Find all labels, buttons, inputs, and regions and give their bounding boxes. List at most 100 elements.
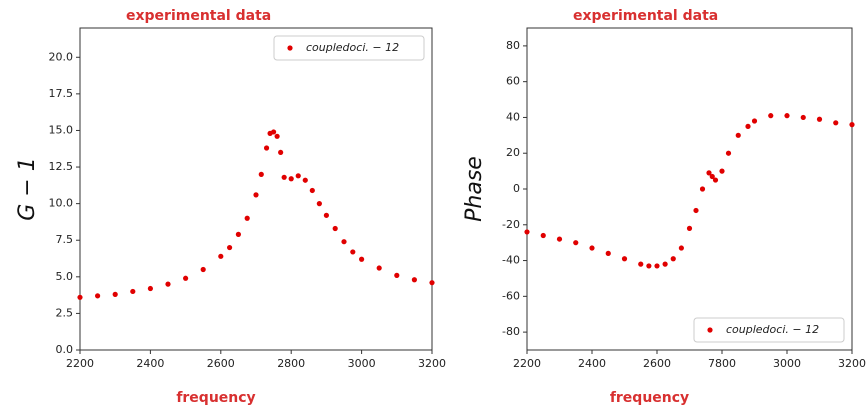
y-tick-label: 0 bbox=[513, 182, 520, 195]
chart-title: experimental data bbox=[573, 8, 718, 24]
data-point bbox=[271, 129, 277, 135]
data-point bbox=[621, 256, 628, 262]
data-point bbox=[712, 177, 719, 183]
x-tick-label: 3200 bbox=[838, 357, 866, 370]
data-point bbox=[556, 236, 563, 242]
data-point bbox=[302, 177, 308, 183]
data-point bbox=[394, 272, 400, 278]
data-point bbox=[244, 215, 250, 221]
data-point bbox=[662, 261, 668, 267]
x-tick-label: 2400 bbox=[578, 357, 606, 370]
data-point bbox=[670, 256, 676, 262]
legend-label: coupledoci. − 12 bbox=[306, 41, 399, 54]
data-point bbox=[833, 120, 839, 126]
x-tick-label: 3000 bbox=[773, 357, 801, 370]
data-point bbox=[295, 173, 301, 179]
data-point bbox=[709, 173, 715, 180]
y-tick-label: 12.5 bbox=[49, 160, 74, 173]
data-point bbox=[706, 170, 712, 176]
x-tick-label: 2600 bbox=[643, 357, 671, 370]
data-point bbox=[589, 245, 595, 251]
data-point bbox=[784, 113, 790, 119]
data-point bbox=[350, 249, 356, 255]
y-tick-label: -40 bbox=[502, 254, 520, 267]
data-point bbox=[745, 123, 751, 129]
data-point bbox=[316, 201, 322, 207]
y-tick-label: 2.5 bbox=[56, 306, 74, 319]
data-point bbox=[768, 113, 774, 119]
data-point bbox=[411, 277, 417, 283]
data-point bbox=[693, 207, 699, 214]
y-tick-label: 20.0 bbox=[49, 50, 74, 63]
y-tick-label: 17.5 bbox=[49, 87, 74, 100]
y-tick-label: 15.0 bbox=[49, 123, 74, 136]
data-point bbox=[309, 187, 315, 194]
data-point bbox=[849, 122, 855, 128]
data-point bbox=[227, 244, 233, 251]
legend-label: coupledoci. − 12 bbox=[726, 323, 819, 336]
y-tick-label: 7.5 bbox=[56, 233, 74, 246]
x-tick-label: 2200 bbox=[513, 357, 541, 370]
legend-marker bbox=[287, 45, 293, 51]
data-point bbox=[751, 118, 758, 124]
data-point bbox=[258, 171, 264, 177]
y-tick-label: 10.0 bbox=[49, 197, 74, 210]
data-point bbox=[376, 265, 382, 271]
data-point bbox=[646, 263, 652, 269]
x-tick-label: 3200 bbox=[418, 357, 446, 370]
plot-frame bbox=[526, 27, 853, 351]
y-axis-label: Phase bbox=[462, 156, 487, 222]
y-tick-label: 20 bbox=[506, 146, 520, 159]
y-tick-label: 60 bbox=[506, 75, 520, 88]
data-point bbox=[235, 231, 241, 237]
data-point bbox=[288, 176, 294, 182]
y-tick-label: 0.0 bbox=[56, 343, 74, 356]
x-tick-label: 3000 bbox=[348, 357, 376, 370]
data-point bbox=[735, 132, 741, 138]
data-point bbox=[725, 150, 732, 156]
x-tick-label: 2200 bbox=[66, 357, 94, 370]
data-point bbox=[130, 288, 136, 295]
data-point bbox=[323, 212, 329, 218]
data-point bbox=[686, 225, 693, 231]
data-point bbox=[112, 291, 118, 297]
data-point bbox=[218, 253, 224, 259]
y-tick-label: 80 bbox=[506, 39, 520, 52]
legend-marker bbox=[707, 327, 713, 333]
data-point bbox=[800, 114, 806, 121]
data-point bbox=[816, 116, 823, 122]
data-point bbox=[573, 240, 579, 246]
legend-box bbox=[693, 317, 845, 343]
data-point bbox=[200, 266, 206, 273]
data-point bbox=[341, 239, 347, 245]
x-tick-label: 2800 bbox=[277, 357, 305, 370]
data-point bbox=[147, 285, 153, 292]
x-axis-label: frequency bbox=[176, 390, 255, 406]
x-tick-label: 2600 bbox=[207, 357, 235, 370]
data-point bbox=[77, 294, 83, 300]
x-tick-label: 7800 bbox=[708, 357, 736, 370]
y-tick-label: -80 bbox=[502, 325, 520, 338]
legend-box bbox=[273, 35, 425, 61]
chart-title: experimental data bbox=[126, 8, 271, 24]
data-point bbox=[359, 256, 365, 262]
data-point bbox=[524, 229, 530, 235]
data-point bbox=[605, 250, 611, 256]
data-point bbox=[165, 281, 171, 287]
data-point bbox=[719, 168, 725, 174]
data-point bbox=[654, 263, 660, 269]
data-point bbox=[253, 192, 259, 198]
plot-frame bbox=[79, 27, 433, 351]
data-point bbox=[281, 174, 287, 180]
y-tick-label: 5.0 bbox=[56, 270, 74, 283]
y-axis-label: G − 1 bbox=[15, 157, 40, 220]
data-point bbox=[183, 275, 189, 281]
y-tick-label: 40 bbox=[506, 110, 520, 123]
data-point bbox=[678, 245, 684, 251]
data-point bbox=[263, 145, 270, 151]
y-tick-label: -20 bbox=[502, 218, 520, 231]
data-point bbox=[332, 225, 338, 232]
x-axis-label: frequency bbox=[610, 390, 689, 406]
data-point bbox=[699, 186, 706, 192]
